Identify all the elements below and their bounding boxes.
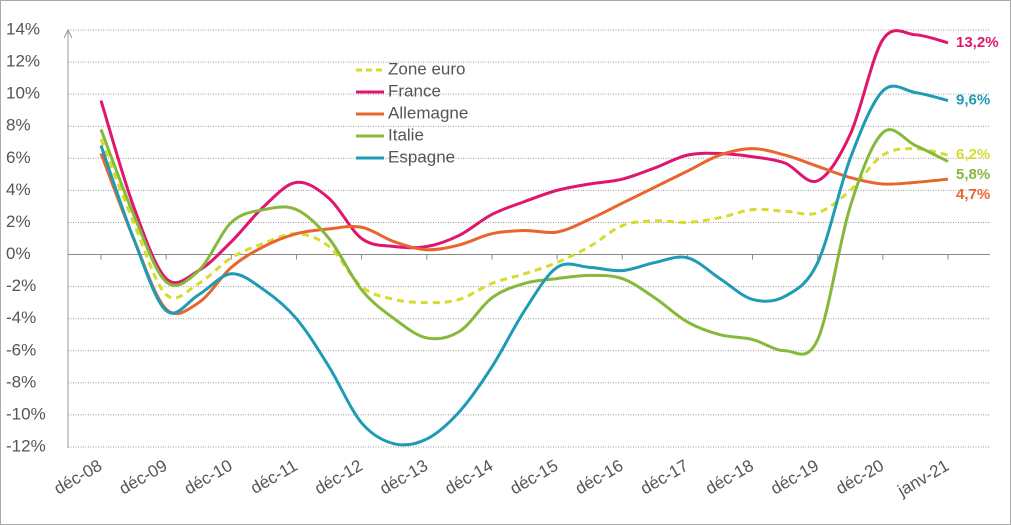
legend-label: France [388, 81, 441, 100]
legend-label: Zone euro [388, 59, 466, 78]
x-tick-label: déc-19 [767, 456, 822, 498]
legend-label: Allemagne [388, 103, 468, 122]
value-label: 6,2% [956, 146, 990, 163]
y-tick-label: 12% [6, 52, 40, 71]
y-tick-label: -10% [6, 404, 46, 423]
x-tick-label: déc-17 [637, 456, 692, 498]
y-tick-label: 14% [6, 19, 40, 38]
series-line [99, 128, 949, 356]
series-line [99, 84, 949, 447]
legend-label: Espagne [388, 147, 455, 166]
series-line [99, 29, 949, 285]
y-tick-label: -6% [6, 340, 36, 359]
x-tick-label: déc-18 [702, 456, 757, 498]
y-tick-label: -2% [6, 276, 36, 295]
value-label: 4,7% [956, 186, 990, 203]
legend-label: Italie [388, 125, 424, 144]
value-label: 9,6% [956, 92, 990, 109]
y-tick-label: 10% [6, 84, 40, 103]
y-tick-label: 0% [6, 244, 31, 263]
x-tick-label: déc-20 [833, 456, 888, 498]
y-tick-label: 8% [6, 116, 31, 135]
x-tick-label: janv-21 [894, 456, 953, 501]
value-label: 5,8% [956, 166, 990, 183]
x-tick-label: déc-08 [51, 456, 106, 498]
y-tick-label: 4% [6, 180, 31, 199]
y-tick-label: -12% [6, 436, 46, 455]
y-tick-label: 2% [6, 212, 31, 231]
x-tick-label: déc-16 [572, 456, 627, 498]
x-tick-label: déc-14 [442, 456, 497, 498]
x-tick-label: déc-13 [376, 456, 431, 498]
x-tick-label: déc-12 [311, 456, 366, 498]
series-line [99, 138, 949, 305]
x-tick-label: déc-11 [247, 456, 300, 498]
x-tick-label: déc-09 [116, 456, 171, 498]
value-label: 13,2% [956, 34, 999, 51]
y-tick-label: -4% [6, 308, 36, 327]
x-tick-label: déc-15 [507, 456, 562, 498]
y-tick-label: 6% [6, 148, 31, 167]
series-line [99, 147, 949, 316]
y-tick-label: -8% [6, 372, 36, 391]
x-tick-label: déc-10 [181, 456, 236, 498]
